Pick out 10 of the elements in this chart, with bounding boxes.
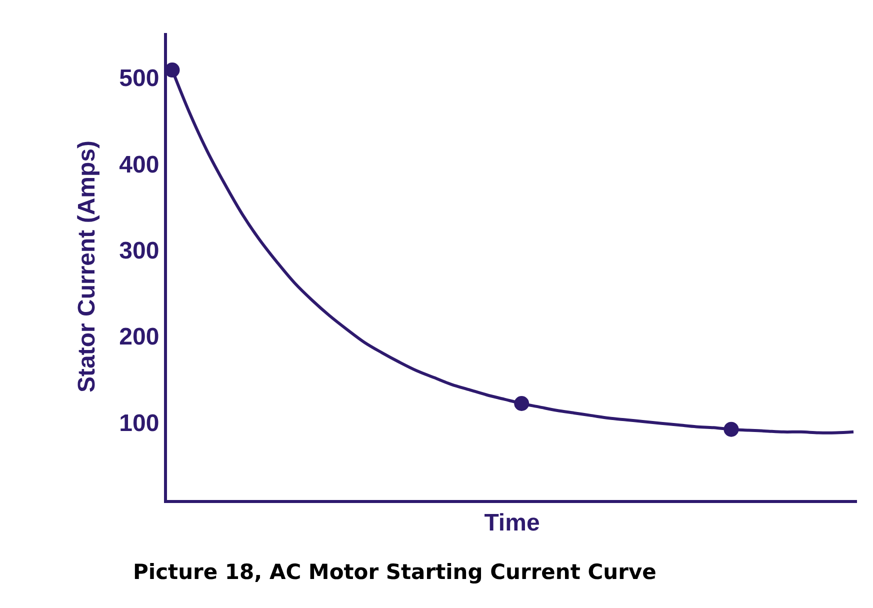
y-tick-label: 500	[119, 65, 160, 92]
point	[514, 396, 530, 411]
y-tick-label: 100	[119, 410, 160, 437]
y-axis-title: Stator Current (Amps)	[73, 140, 100, 393]
point	[724, 422, 739, 437]
text: Picture 18, AC Motor Starting Current Curve	[133, 560, 656, 584]
x-axis-title: Time	[484, 509, 540, 536]
y-tick-label: 300	[119, 238, 160, 265]
y-tick-label: 400	[119, 151, 160, 178]
y-tick-label: 200	[119, 324, 160, 351]
